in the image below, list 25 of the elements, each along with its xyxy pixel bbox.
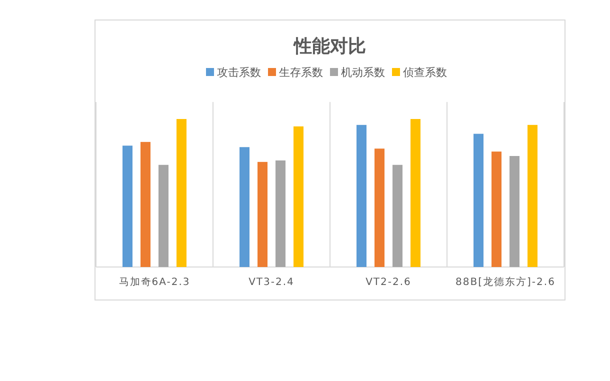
legend-label: 生存系数 (279, 66, 323, 79)
bar (474, 134, 484, 267)
chart-title: 性能对比 (293, 36, 366, 57)
bar (240, 147, 250, 267)
bar (410, 119, 420, 267)
bar (258, 162, 268, 267)
bar (122, 146, 132, 267)
bar (294, 126, 304, 267)
bar (392, 164, 402, 267)
legend-label: 机动系数 (341, 66, 385, 79)
x-tick-label: VT2-2.6 (366, 277, 412, 288)
legend-label: 侦查系数 (403, 66, 447, 79)
legend-label: 攻击系数 (217, 66, 261, 79)
x-tick-label: 88B[龙德东方]-2.6 (456, 276, 556, 288)
bar (492, 152, 502, 267)
x-tick-label: VT3-2.4 (248, 277, 294, 288)
bar (176, 119, 186, 267)
x-tick-label: 马加奇6A-2.3 (118, 276, 190, 288)
bar (356, 124, 366, 267)
bar (140, 142, 150, 267)
bar (276, 160, 286, 267)
bar (374, 148, 384, 267)
bar (528, 124, 538, 267)
bar (510, 156, 520, 267)
bar (158, 164, 168, 267)
